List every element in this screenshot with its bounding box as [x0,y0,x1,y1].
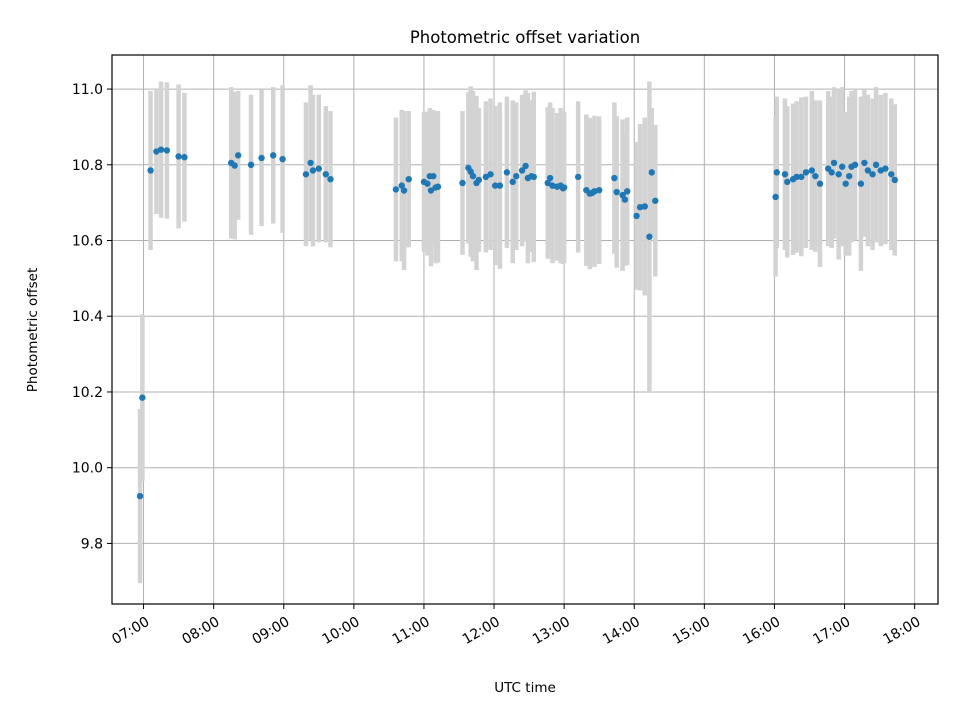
data-point [482,173,490,181]
data-point [424,180,431,187]
data-point [459,179,466,187]
data-point [838,163,846,170]
y-tick-label: 11.0 [72,82,103,98]
data-point [139,394,146,401]
y-tick-label: 10.6 [72,234,103,250]
data-point [392,186,400,193]
data-point [430,172,437,180]
y-tick-label: 10.0 [72,461,103,477]
data-point [509,178,516,186]
data-point [772,193,779,201]
data-point [646,233,653,240]
data-point [258,154,265,162]
data-point [624,188,631,195]
data-point [842,180,849,187]
data-point [234,152,242,159]
data-point [808,167,816,174]
data-point [136,492,144,500]
x-axis-label: UTC time [494,680,556,696]
data-point [475,176,483,184]
data-point [888,171,895,178]
point-series [136,146,898,500]
data-point [652,197,659,204]
data-point [781,171,789,178]
data-point [427,187,435,194]
data-point [891,176,898,184]
data-point [812,172,819,180]
data-point [773,169,780,176]
data-point [648,169,655,176]
data-point [816,180,824,187]
data-point [400,187,408,194]
data-point [322,171,330,178]
data-point [231,162,238,169]
data-point [434,183,442,190]
data-point [157,146,165,153]
data-point [163,147,171,154]
data-point [487,171,494,178]
data-point [279,155,286,163]
chart-title: Photometric offset variation [410,28,640,47]
y-tick-label: 10.8 [72,158,103,174]
data-point [611,174,618,182]
data-point [798,173,805,181]
data-point [270,152,277,159]
data-point [828,169,835,176]
y-tick-label: 10.4 [72,309,103,325]
data-point [513,172,520,180]
data-point [633,212,640,220]
data-point [544,179,551,187]
y-axis: 9.8 10.0 10.2 10.4 10.6 10.8 11.0 [72,82,112,552]
data-point [560,184,568,191]
data-point [835,171,842,178]
data-point [518,167,526,174]
data-point [846,172,853,180]
data-point [309,167,317,174]
data-point [147,167,154,174]
data-point [621,196,629,203]
data-point [530,173,537,181]
data-point [872,161,880,168]
data-point [802,169,810,176]
data-point [882,165,889,172]
data-point [793,173,800,181]
plot-frame [111,54,939,605]
data-point [175,153,182,160]
data-point [247,161,255,168]
data-point [830,159,838,167]
data-point [503,169,511,176]
data-point [851,161,859,168]
data-point [574,173,582,181]
data-point [613,188,620,196]
data-point [315,165,322,172]
data-point [869,171,876,178]
data-point [302,171,310,178]
data-point [784,178,791,186]
y-tick-label: 9.8 [81,536,103,552]
y-tick-label: 10.2 [72,385,103,401]
data-point [469,172,477,180]
data-point [496,182,504,189]
data-point [861,159,868,167]
data-point [307,159,314,167]
y-axis-label: Photometric offset [25,268,41,392]
data-point [405,175,412,183]
data-point [857,180,865,187]
data-point [398,182,405,189]
data-point [864,167,872,174]
data-point [492,182,499,189]
data-point [546,174,554,182]
data-point [522,162,529,170]
data-point [595,186,603,194]
data-point [327,175,334,183]
data-point [641,203,648,210]
data-point [181,154,188,161]
